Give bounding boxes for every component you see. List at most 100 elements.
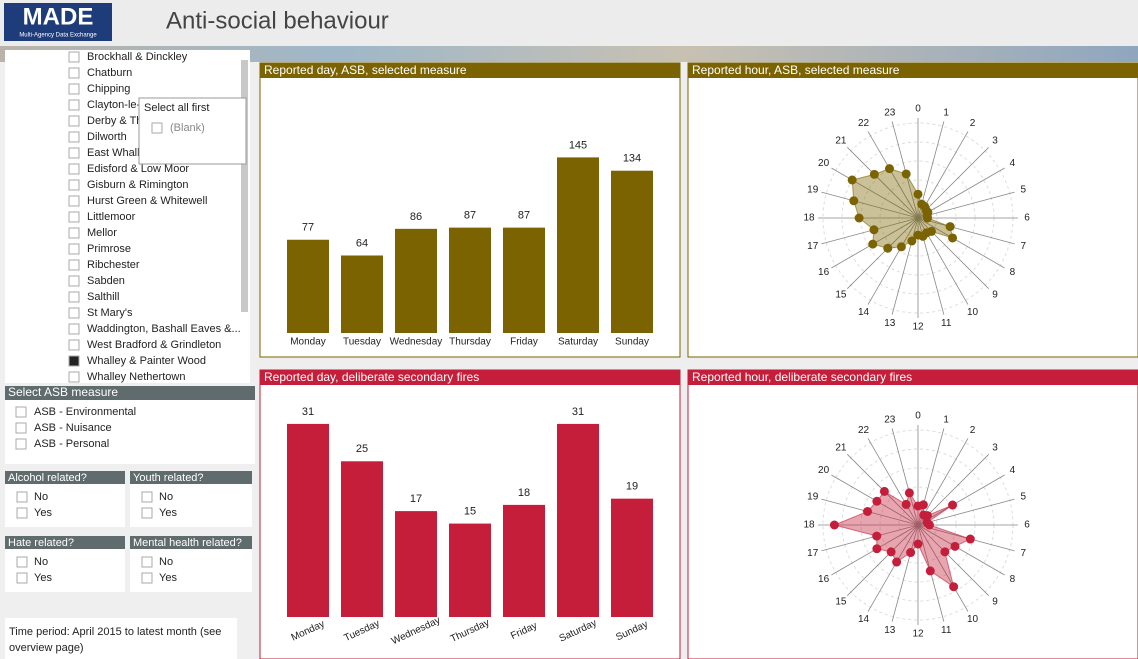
area-item[interactable]: Mellor (87, 227, 117, 239)
data-label: 25 (356, 443, 368, 455)
checkbox[interactable] (68, 179, 80, 191)
filter-option[interactable]: No (159, 491, 173, 503)
checkbox[interactable] (16, 556, 28, 568)
hour-label: 2 (970, 118, 976, 129)
checkbox[interactable] (68, 115, 80, 127)
checkbox[interactable] (141, 507, 153, 519)
area-item[interactable]: Edisford & Low Moor (87, 163, 189, 175)
area-item[interactable]: St Mary's (87, 307, 133, 319)
filter-option[interactable]: No (34, 491, 48, 503)
area-item[interactable]: Salthill (87, 291, 119, 303)
area-item[interactable]: Whalley & Painter Wood (87, 355, 206, 367)
radar-point (948, 500, 958, 510)
checkbox[interactable] (68, 99, 80, 111)
checkbox[interactable] (68, 211, 80, 223)
radar-point (913, 539, 923, 549)
radar-point (872, 544, 882, 554)
checkbox[interactable] (68, 243, 80, 255)
checkbox[interactable] (68, 83, 80, 95)
checkbox[interactable] (68, 67, 80, 79)
spoke (917, 167, 1005, 219)
dropdown-item[interactable]: (Blank) (170, 122, 205, 134)
area-item[interactable]: Derby & Th (87, 115, 142, 127)
spoke (917, 474, 1005, 526)
measure-option[interactable]: ASB - Environmental (34, 406, 136, 418)
data-label: 134 (623, 153, 641, 165)
measure-option[interactable]: ASB - Nuisance (34, 422, 112, 434)
bar (503, 504, 545, 617)
checkbox[interactable] (151, 122, 163, 134)
checkbox[interactable] (16, 572, 28, 584)
filter-option[interactable]: Yes (34, 507, 52, 519)
area-item[interactable]: West Bradford & Grindleton (87, 339, 221, 351)
filter-title: Hate related? (8, 537, 74, 549)
checkbox[interactable] (68, 259, 80, 271)
data-label: 31 (302, 406, 314, 418)
hour-label: 15 (835, 597, 847, 608)
data-label: 145 (569, 139, 587, 151)
checkbox[interactable] (15, 422, 27, 434)
checkbox[interactable] (68, 147, 80, 159)
checkbox[interactable] (68, 291, 80, 303)
data-label: 31 (572, 406, 584, 418)
chart-title: Reported day, deliberate secondary fires (264, 370, 479, 384)
hour-label: 22 (858, 118, 870, 129)
filter-option[interactable]: Yes (159, 572, 177, 584)
spoke (867, 217, 919, 305)
hour-label: 18 (803, 213, 815, 224)
checkbox[interactable] (16, 507, 28, 519)
checkbox[interactable] (68, 307, 80, 319)
area-item[interactable]: Hurst Green & Whitewell (87, 195, 207, 207)
area-item[interactable]: Ribchester (87, 259, 140, 271)
filter-option[interactable]: No (159, 556, 173, 568)
checkbox[interactable] (68, 355, 80, 367)
area-item[interactable]: Whalley Nethertown (87, 371, 185, 383)
logo: MADE (23, 3, 94, 30)
checkbox[interactable] (141, 556, 153, 568)
area-item[interactable]: Gisburn & Rimington (87, 179, 189, 191)
checkbox[interactable] (68, 131, 80, 143)
checkbox[interactable] (68, 275, 80, 287)
area-item[interactable]: Chatburn (87, 67, 132, 79)
radar-point (872, 496, 882, 506)
area-item[interactable]: Primrose (87, 243, 131, 255)
spoke (867, 524, 919, 612)
radar-point (924, 520, 934, 530)
hour-label: 19 (807, 491, 819, 502)
hour-label: 12 (912, 322, 924, 333)
area-item[interactable]: Dilworth (87, 131, 127, 143)
logo-subtitle: Multi-Agency Data Exchange (19, 33, 97, 39)
checkbox[interactable] (68, 163, 80, 175)
area-item[interactable]: Sabden (87, 275, 125, 287)
hour-label: 10 (967, 307, 979, 318)
hour-label: 8 (1010, 267, 1016, 278)
checkbox[interactable] (68, 227, 80, 239)
filter-option[interactable]: Yes (34, 572, 52, 584)
checkbox[interactable] (15, 438, 27, 450)
hour-label: 23 (884, 414, 896, 425)
checkbox[interactable] (68, 51, 80, 63)
area-item[interactable]: Clayton-le- (87, 99, 141, 111)
checkbox[interactable] (141, 491, 153, 503)
checkbox[interactable] (16, 491, 28, 503)
checkbox[interactable] (68, 371, 80, 383)
bar (287, 239, 329, 333)
radar-point (883, 243, 893, 253)
checkbox[interactable] (68, 323, 80, 335)
radar-point (913, 189, 923, 199)
radar-point (901, 499, 911, 509)
area-item[interactable]: Waddington, Bashall Eaves &... (87, 323, 241, 335)
checkbox[interactable] (15, 406, 27, 418)
measure-option[interactable]: ASB - Personal (34, 438, 109, 450)
area-item[interactable]: Littlemoor (87, 211, 136, 223)
area-item[interactable]: Chipping (87, 83, 130, 95)
chart-panel (687, 369, 1138, 659)
radar-point (885, 164, 894, 174)
dropdown-item[interactable]: Select all first (144, 102, 209, 114)
checkbox[interactable] (68, 195, 80, 207)
checkbox[interactable] (141, 572, 153, 584)
filter-option[interactable]: Yes (159, 507, 177, 519)
area-item[interactable]: Brockhall & Dinckley (87, 51, 188, 63)
filter-option[interactable]: No (34, 556, 48, 568)
checkbox[interactable] (68, 339, 80, 351)
